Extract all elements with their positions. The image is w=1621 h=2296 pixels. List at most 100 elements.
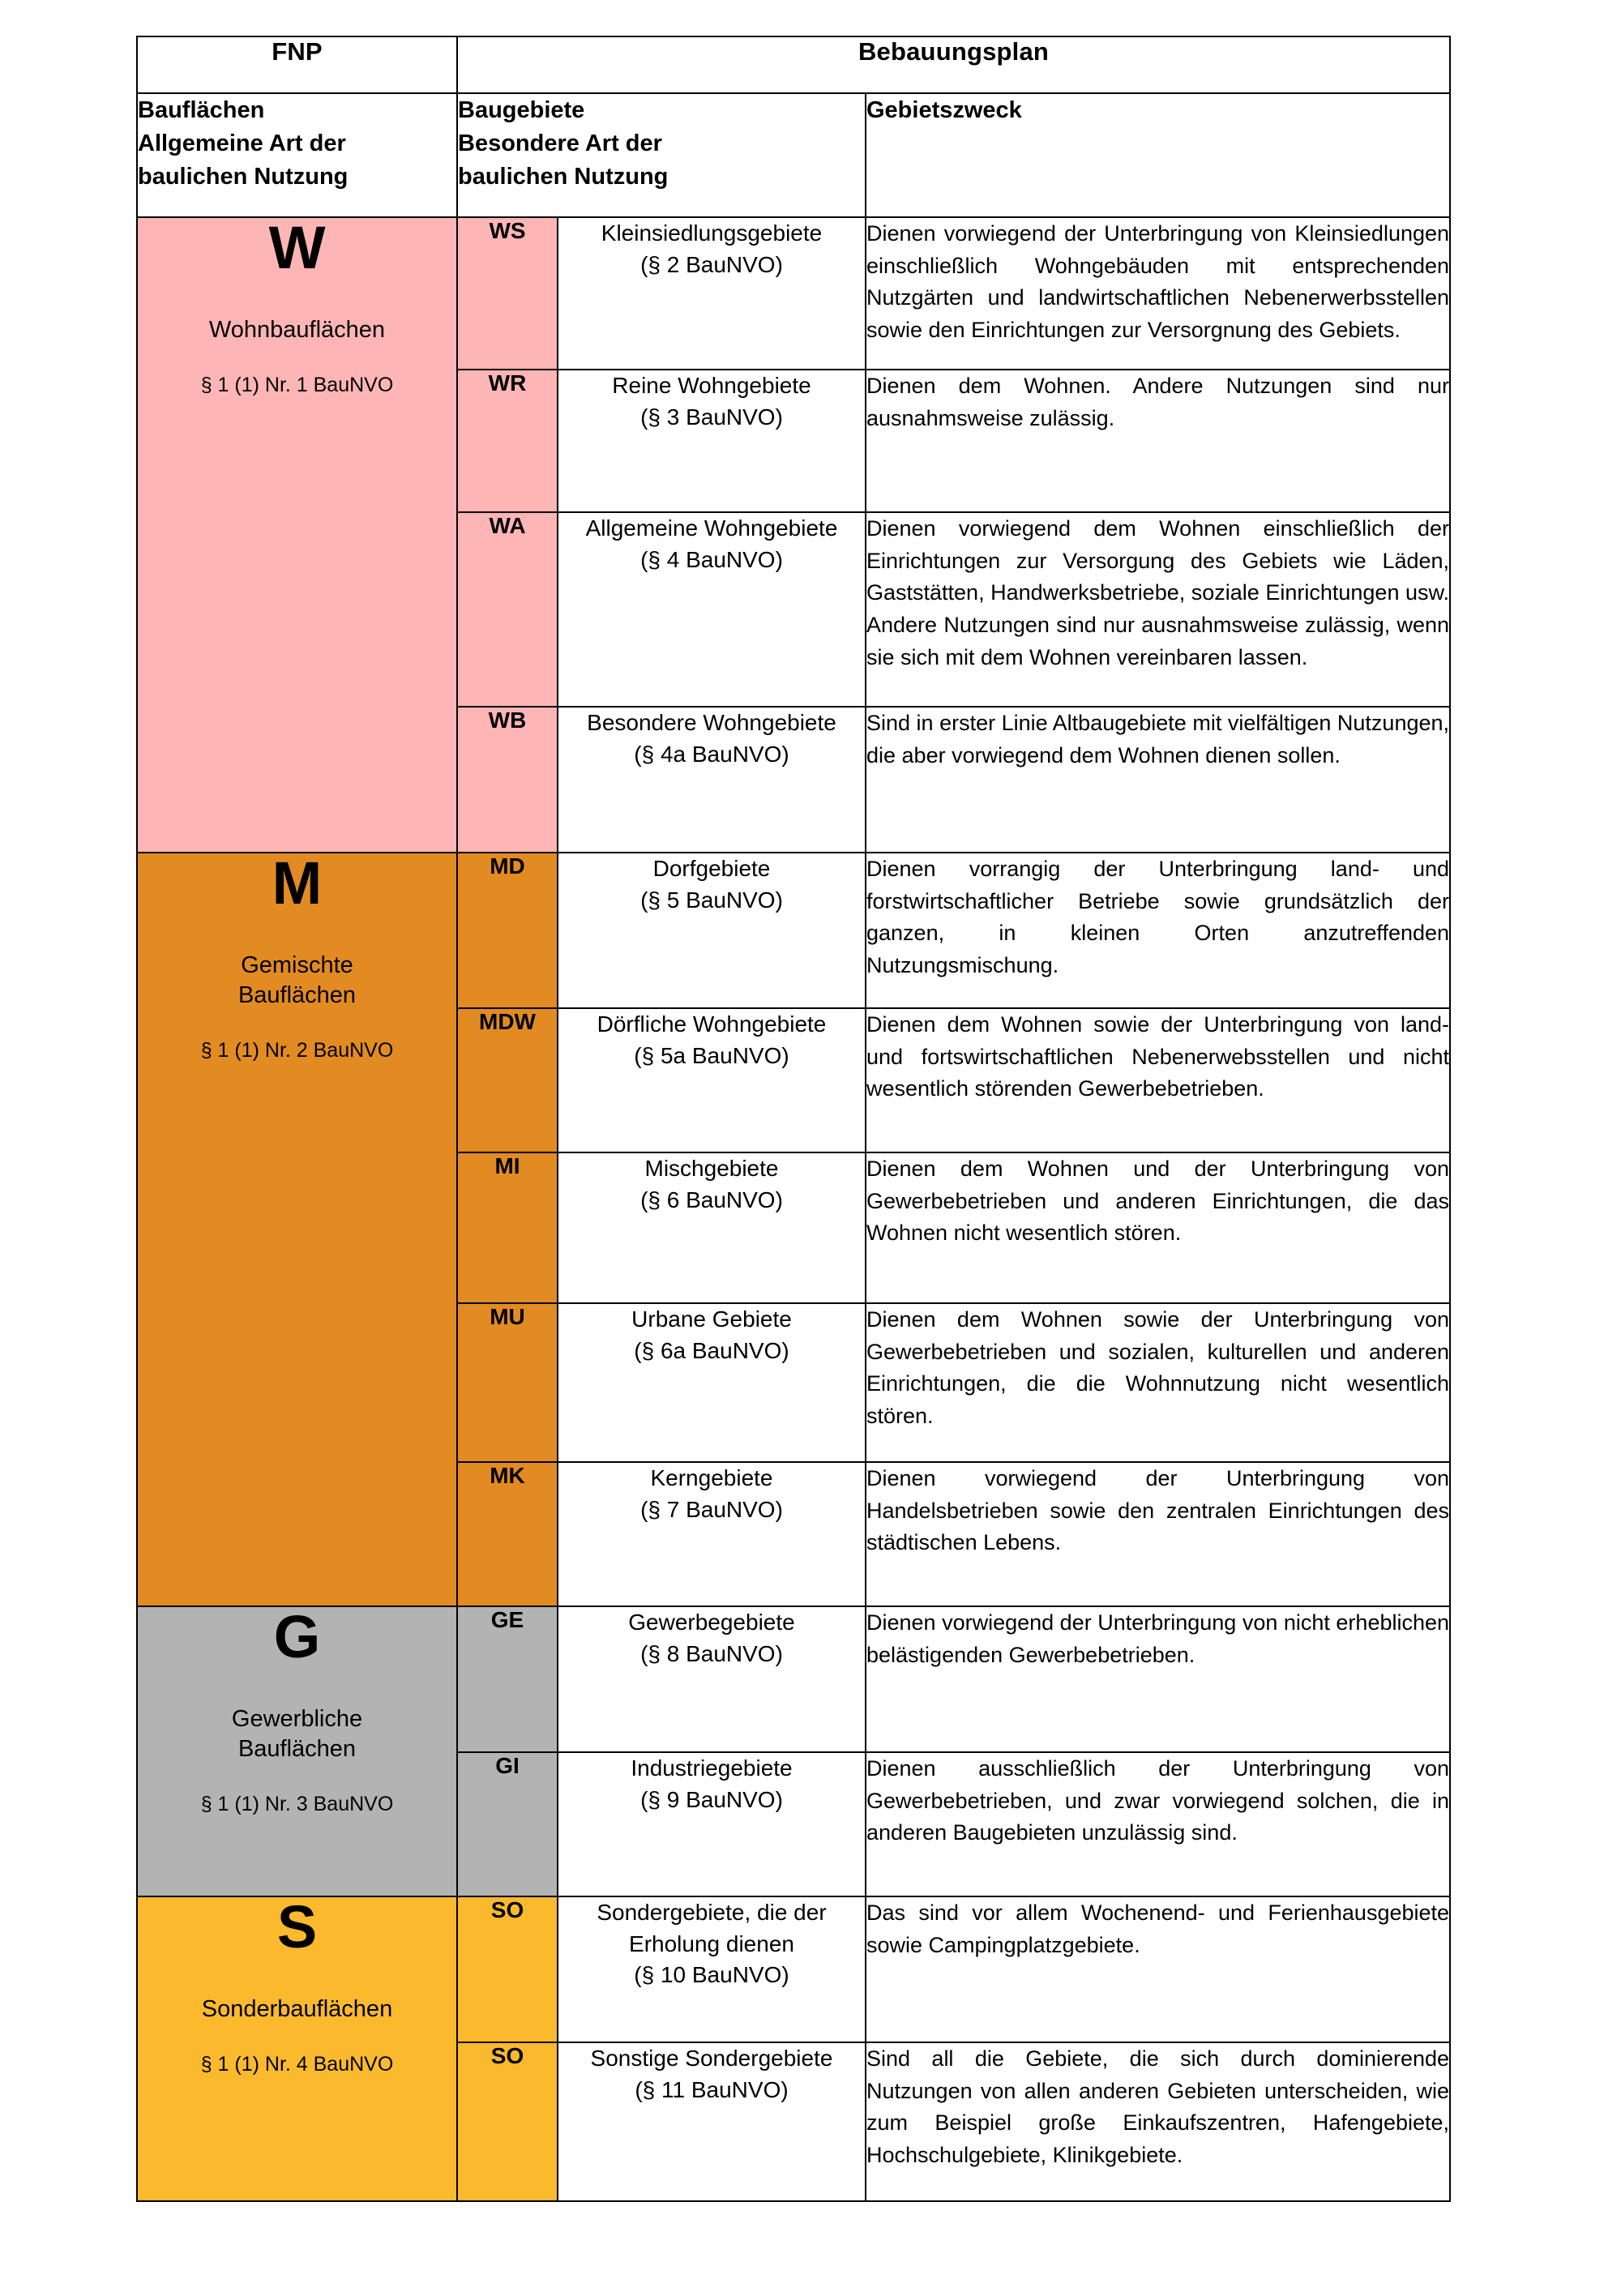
purpose-wr: Dienen dem Wohnen. Andere Nutzungen sind…	[864, 369, 1452, 513]
land-use-classification-table: FNP Bebauungsplan Bauflächen Allgemeine …	[136, 36, 1452, 2202]
area-title-ws: Kleinsiedlungsgebiete	[601, 220, 823, 246]
header-fnp: FNP	[136, 36, 458, 94]
purpose-wa: Dienen vorwiegend dem Wohnen einschließl…	[864, 511, 1452, 708]
category-cell-s: S Sonderbauflächen § 1 (1) Nr. 4 BauNVO	[136, 1893, 458, 2202]
area-ref-so-sonstige: (§ 11 BauNVO)	[635, 2076, 789, 2102]
area-ref-wb: (§ 4a BauNVO)	[634, 741, 789, 767]
abbr-gi: GI	[456, 1751, 558, 1897]
area-title-mi: Mischgebiete	[644, 1156, 779, 1181]
area-name-wa: Allgemeine Wohngebiete (§ 4 BauNVO)	[557, 511, 866, 708]
table-row: WR Reine Wohngebiete (§ 3 BauNVO) Dienen…	[137, 369, 1452, 513]
table-header-sub-row: Bauflächen Allgemeine Art der baulichen …	[136, 92, 1452, 218]
area-name-mk: Kerngebiete (§ 7 BauNVO)	[557, 1461, 866, 1607]
area-ref-wr: (§ 3 BauNVO)	[640, 404, 783, 430]
purpose-so-sonstige: Sind all die Gebiete, die sich durch dom…	[864, 2042, 1452, 2202]
category-name-m-line2: Bauflächen	[237, 982, 357, 1009]
category-cell-w: W Wohnbauflächen § 1 (1) Nr. 1 BauNVO	[136, 214, 458, 853]
area-title-mdw: Dörfliche Wohngebiete	[597, 1011, 827, 1037]
abbr-wa: WA	[456, 511, 558, 708]
category-letter-s: S	[276, 1893, 318, 1960]
header-bebauungsplan: Bebauungsplan	[456, 36, 1452, 94]
area-ref-so-erholung: (§ 10 BauNVO)	[634, 1962, 789, 1988]
category-name-m: Gemischte Bauflächen	[138, 951, 456, 1011]
category-letter-m: M	[272, 849, 323, 917]
category-reference-s: § 1 (1) Nr. 4 BauNVO	[200, 2053, 394, 2076]
table-row: MDW Dörfliche Wohngebiete (§ 5a BauNVO) …	[137, 1007, 1452, 1153]
area-name-so-erholung: Sondergebiete, die der Erholung dienen (…	[557, 1896, 866, 2043]
abbr-so-sonstige: SO	[456, 2042, 558, 2202]
area-name-wr: Reine Wohngebiete (§ 3 BauNVO)	[557, 369, 866, 513]
area-title-wb: Besondere Wohngebiete	[587, 710, 836, 735]
abbr-mdw: MDW	[456, 1007, 558, 1153]
table-row: MI Mischgebiete (§ 6 BauNVO) Dienen dem …	[137, 1152, 1452, 1304]
area-name-mu: Urbane Gebiete (§ 6a BauNVO)	[557, 1302, 866, 1463]
purpose-wb: Sind in erster Linie Altbaugebiete mit v…	[864, 706, 1452, 853]
abbr-wb: WB	[456, 706, 558, 853]
area-ref-mu: (§ 6a BauNVO)	[634, 1337, 789, 1363]
area-name-gi: Industriegebiete (§ 9 BauNVO)	[557, 1751, 866, 1897]
header-baugebiete: Baugebiete Besondere Art der baulichen N…	[456, 92, 866, 218]
category-cell-g: G Gewerbliche Bauflächen § 1 (1) Nr. 3 B…	[136, 1603, 458, 1897]
purpose-mu: Dienen dem Wohnen sowie der Unterbringun…	[864, 1302, 1452, 1463]
area-name-ge: Gewerbegebiete (§ 8 BauNVO)	[557, 1605, 866, 1753]
abbr-md: MD	[456, 852, 558, 1009]
area-title-wr: Reine Wohngebiete	[612, 373, 811, 398]
area-title-mk: Kerngebiete	[650, 1465, 773, 1490]
abbr-ws: WS	[456, 216, 558, 370]
area-ref-wa: (§ 4 BauNVO)	[640, 546, 783, 572]
purpose-mi: Dienen dem Wohnen und der Unterbringung …	[864, 1152, 1452, 1304]
category-reference-g: § 1 (1) Nr. 3 BauNVO	[200, 1793, 394, 1816]
header-bauflaechen: Bauflächen Allgemeine Art der baulichen …	[136, 92, 458, 218]
area-ref-mi: (§ 6 BauNVO)	[640, 1186, 783, 1212]
area-title-gi: Industriegebiete	[631, 1755, 793, 1781]
category-name-w: Wohnbauflächen	[208, 317, 386, 343]
table-row: GI Industriegebiete (§ 9 BauNVO) Dienen …	[137, 1751, 1452, 1897]
table-row: M Gemischte Bauflächen § 1 (1) Nr. 2 Bau…	[136, 849, 1452, 1607]
category-letter-g: G	[273, 1603, 321, 1670]
abbr-mk: MK	[456, 1461, 558, 1607]
area-title-wa: Allgemeine Wohngebiete	[585, 515, 838, 541]
table-row: W Wohnbauflächen § 1 (1) Nr. 1 BauNVO WS…	[136, 216, 1452, 853]
area-name-md: Dorfgebiete (§ 5 BauNVO)	[557, 852, 866, 1009]
table-header-top-row: FNP Bebauungsplan	[136, 36, 1452, 94]
header-baugebiete-line2: Besondere Art der	[458, 130, 662, 157]
header-bauflaechen-line3: baulichen Nutzung	[138, 164, 349, 190]
purpose-so-erholung: Das sind vor allem Wochenend- und Ferien…	[864, 1896, 1452, 2043]
table-row: WB Besondere Wohngebiete (§ 4a BauNVO) S…	[137, 706, 1452, 853]
purpose-ws: Dienen vorwiegend der Unterbringung von …	[864, 216, 1452, 370]
category-reference-w: § 1 (1) Nr. 1 BauNVO	[200, 374, 394, 397]
area-ref-mdw: (§ 5a BauNVO)	[634, 1042, 789, 1068]
category-reference-m: § 1 (1) Nr. 2 BauNVO	[200, 1039, 394, 1062]
table-row: S Sonderbauflächen § 1 (1) Nr. 4 BauNVO …	[136, 1896, 1452, 2202]
purpose-gi: Dienen ausschließlich der Unterbringung …	[864, 1751, 1452, 1897]
area-ref-md: (§ 5 BauNVO)	[640, 887, 783, 913]
header-gebietszweck: Gebietszweck	[864, 92, 1452, 218]
area-name-ws: Kleinsiedlungsgebiete (§ 2 BauNVO)	[557, 216, 866, 370]
category-name-g-line1: Gewerbliche	[231, 1706, 363, 1732]
abbr-so-erholung: SO	[456, 1896, 558, 2043]
area-name-mdw: Dörfliche Wohngebiete (§ 5a BauNVO)	[557, 1007, 866, 1153]
table-row: MK Kerngebiete (§ 7 BauNVO) Dienen vorwi…	[137, 1461, 1452, 1607]
area-name-mi: Mischgebiete (§ 6 BauNVO)	[557, 1152, 866, 1304]
area-title-so-sonstige: Sonstige Sondergebiete	[590, 2046, 833, 2071]
abbr-mu: MU	[456, 1302, 558, 1463]
area-name-wb: Besondere Wohngebiete (§ 4a BauNVO)	[557, 706, 866, 853]
table-row: G Gewerbliche Bauflächen § 1 (1) Nr. 3 B…	[136, 1605, 1452, 1897]
category-letter-w: W	[268, 214, 326, 281]
purpose-mk: Dienen vorwiegend der Unterbringung von …	[864, 1461, 1452, 1607]
abbr-wr: WR	[456, 369, 558, 513]
header-bauflaechen-line1: Bauflächen	[138, 97, 265, 123]
purpose-mdw: Dienen dem Wohnen sowie der Unterbringun…	[864, 1007, 1452, 1153]
table-row: MU Urbane Gebiete (§ 6a BauNVO) Dienen d…	[137, 1302, 1452, 1463]
purpose-ge: Dienen vorwiegend der Unterbringung von …	[864, 1605, 1452, 1753]
abbr-ge: GE	[456, 1605, 558, 1753]
header-baugebiete-line3: baulichen Nutzung	[458, 164, 669, 190]
abbr-mi: MI	[456, 1152, 558, 1304]
purpose-md: Dienen vorrangig der Unterbringung land-…	[864, 852, 1452, 1009]
header-bauflaechen-line2: Allgemeine Art der	[138, 130, 346, 157]
area-ref-ge: (§ 8 BauNVO)	[640, 1640, 783, 1666]
header-baugebiete-line1: Baugebiete	[458, 97, 585, 123]
area-ref-mk: (§ 7 BauNVO)	[640, 1496, 783, 1522]
category-name-m-line1: Gemischte	[241, 952, 353, 978]
category-name-g: Gewerbliche Bauflächen	[138, 1704, 456, 1764]
